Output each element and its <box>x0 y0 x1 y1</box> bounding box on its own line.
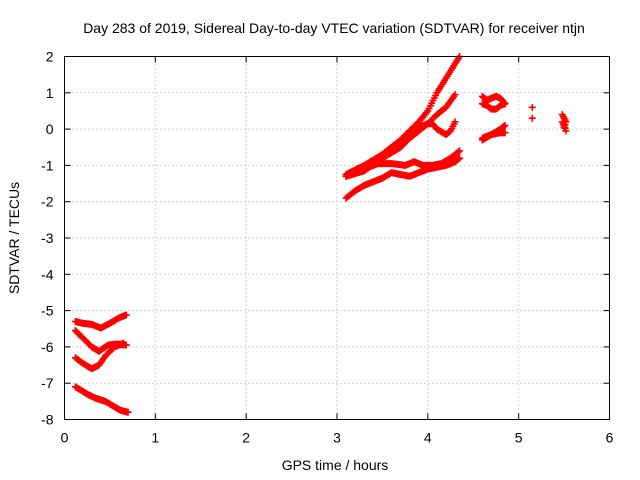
x-tick-label: 1 <box>151 430 159 446</box>
data-point <box>501 121 509 129</box>
y-tick-label: -5 <box>41 303 54 319</box>
data-point <box>451 91 459 99</box>
y-tick-label: 1 <box>46 85 54 101</box>
data-point <box>456 154 464 162</box>
data-point <box>500 122 508 130</box>
y-tick-label: -3 <box>41 230 54 246</box>
data-point <box>122 311 130 319</box>
x-tick-label: 2 <box>242 430 250 446</box>
y-tick-label: -1 <box>41 157 54 173</box>
y-axis-label: SDTVAR / TECUs <box>6 182 22 294</box>
data-marks <box>71 53 570 416</box>
x-axis-ticks: 0 1 2 3 4 5 6 <box>61 56 614 446</box>
series-track-late-g <box>478 100 509 113</box>
data-point <box>451 118 459 126</box>
series-track-early-c <box>71 339 128 373</box>
series-track-late-l <box>558 118 570 135</box>
data-point <box>528 103 536 111</box>
series-track-late-i <box>478 121 509 144</box>
y-tick-label: -4 <box>41 266 54 282</box>
data-point <box>501 100 509 108</box>
x-tick-label: 0 <box>61 430 69 446</box>
y-tick-label: 2 <box>46 49 54 65</box>
x-tick-label: 4 <box>424 430 432 446</box>
y-tick-label: -6 <box>41 339 54 355</box>
x-tick-label: 5 <box>515 430 523 446</box>
data-point <box>124 408 132 416</box>
series-track-late-j <box>528 103 536 122</box>
series-track-late-f <box>478 92 509 108</box>
x-tick-label: 6 <box>606 430 614 446</box>
y-tick-label: -2 <box>41 194 54 210</box>
y-axis-ticks: -8 -7 -6 -5 -4 -3 -2 -1 0 1 2 <box>41 49 610 428</box>
x-tick-label: 3 <box>333 430 341 446</box>
y-tick-label: -7 <box>41 375 54 391</box>
series-track-early-d <box>71 383 132 416</box>
data-point <box>456 147 464 155</box>
data-point <box>120 339 128 347</box>
chart-title: Day 283 of 2019, Sidereal Day-to-day VTE… <box>83 20 585 36</box>
x-axis-label: GPS time / hours <box>282 457 389 473</box>
data-point <box>454 148 462 156</box>
y-tick-label: 0 <box>46 121 54 137</box>
series-track-late-e <box>342 154 464 202</box>
data-point <box>501 129 509 137</box>
data-point <box>454 155 462 163</box>
data-point <box>528 114 536 122</box>
data-point <box>562 127 570 135</box>
y-tick-label: -8 <box>41 412 54 428</box>
grid-lines <box>64 56 610 420</box>
series-track-early-a <box>71 311 130 332</box>
